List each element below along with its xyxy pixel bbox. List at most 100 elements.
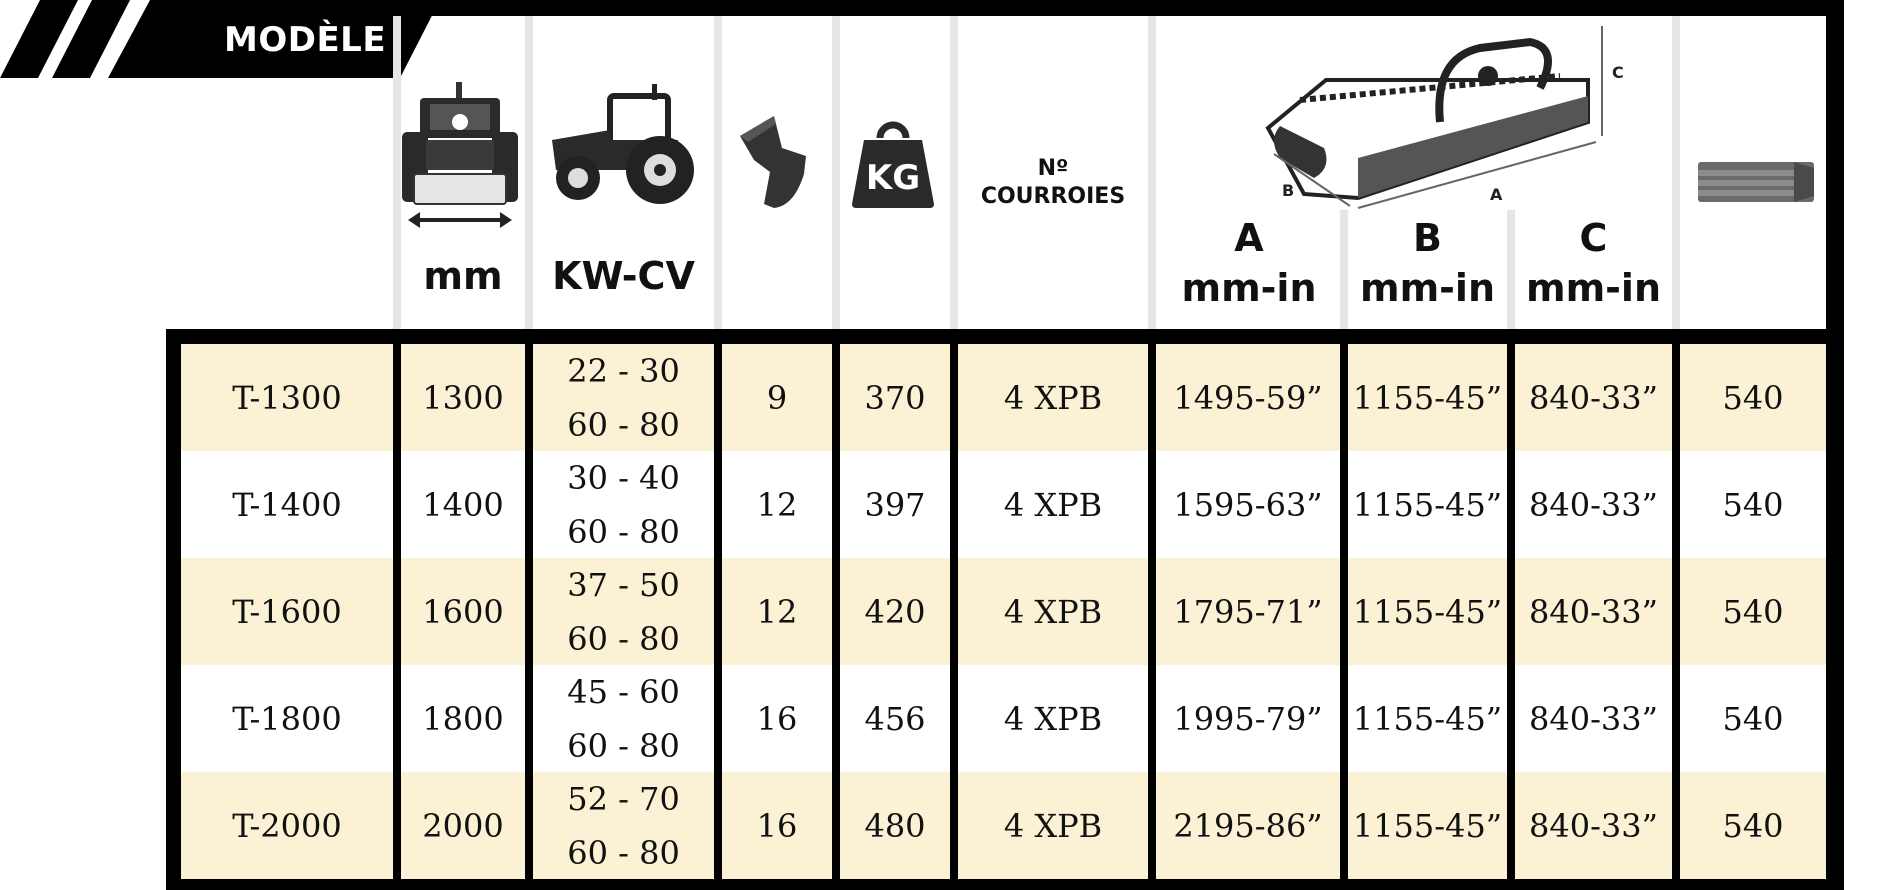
weight-cell-value: 480 (864, 806, 926, 845)
blades-cell-value: 9 (766, 378, 788, 417)
width-cell-value: 2000 (422, 806, 504, 845)
pto-cell-value: 540 (1722, 485, 1784, 524)
mulcher-diagram-icon: C B A (1265, 26, 1624, 209)
belts-cell: 4 XPB (958, 451, 1148, 558)
pto-cell: 540 (1680, 344, 1826, 451)
model-cell: T-1600 (181, 558, 393, 665)
belts-label-line2: COURROIES (980, 184, 1126, 209)
dim-c-letter: C (1579, 216, 1608, 260)
pto-shaft-icon (1698, 162, 1814, 202)
belts-cell-value: 4 XPB (1003, 806, 1103, 845)
header-separator (525, 16, 533, 329)
dim-c-cell: 840-33” (1515, 344, 1672, 451)
belts-cell-value: 4 XPB (1003, 592, 1103, 631)
belts-cell: 4 XPB (958, 772, 1148, 879)
pto-cell: 540 (1680, 772, 1826, 879)
diagram-label-c: C (1612, 63, 1624, 82)
belts-label-line1: Nº (1037, 156, 1069, 181)
width-cell: 1300 (401, 344, 525, 451)
tractor-icon (552, 84, 694, 204)
pto-cell: 540 (1680, 665, 1826, 772)
dim-a-cell: 1995-79” (1156, 665, 1340, 772)
model-cell: T-1800 (181, 665, 393, 772)
belts-cell: 4 XPB (958, 558, 1148, 665)
tractor-front-width-icon (402, 82, 518, 228)
dim-a-letter: A (1234, 216, 1264, 260)
pto-cell-value: 540 (1722, 378, 1784, 417)
model-cell-value: T-1400 (232, 485, 342, 524)
weight-cell-value: 370 (864, 378, 926, 417)
dim-b-cell: 1155-45” (1348, 665, 1507, 772)
dim-c-cell-value: 840-33” (1529, 592, 1658, 631)
belts-cell-value: 4 XPB (1003, 699, 1103, 738)
power-kw-value: 52 - 70 (567, 779, 680, 818)
model-cell: T-1300 (181, 344, 393, 451)
weight-cell-value: 456 (864, 699, 926, 738)
dim-a-cell-value: 1595-63” (1173, 485, 1323, 524)
dim-c-cell-value: 840-33” (1529, 699, 1658, 738)
model-header-label: MODÈLE (224, 20, 387, 60)
dim-a-cell: 1495-59” (1156, 344, 1340, 451)
blades-cell-value: 16 (756, 699, 798, 738)
dim-b-cell-value: 1155-45” (1352, 485, 1503, 524)
dim-b-cell-value: 1155-45” (1352, 806, 1503, 845)
dim-a-cell: 1595-63” (1156, 451, 1340, 558)
dim-c-cell-value: 840-33” (1529, 806, 1658, 845)
flail-blade-icon (740, 116, 806, 208)
dim-a-cell: 2195-86” (1156, 772, 1340, 879)
power-cell: 52 - 70 60 - 80 (533, 772, 714, 879)
weight-cell: 480 (840, 772, 950, 879)
model-cell: T-2000 (181, 772, 393, 879)
dim-c-cell: 840-33” (1515, 772, 1672, 879)
diagram-label-b: B (1282, 181, 1294, 200)
pto-cell: 540 (1680, 451, 1826, 558)
width-cell: 1600 (401, 558, 525, 665)
dim-b-cell: 1155-45” (1348, 451, 1507, 558)
width-cell-value: 1800 (422, 699, 504, 738)
power-cv-value: 60 - 80 (567, 726, 680, 765)
dim-b-cell-value: 1155-45” (1352, 378, 1503, 417)
dim-c-cell: 840-33” (1515, 558, 1672, 665)
power-kw-value: 22 - 30 (567, 351, 680, 390)
header-separator (714, 16, 722, 329)
dim-b-cell: 1155-45” (1348, 772, 1507, 879)
frame-top (400, 0, 1840, 16)
weight-cell: 456 (840, 665, 950, 772)
blades-cell: 16 (722, 665, 832, 772)
weight-cell-value: 420 (864, 592, 926, 631)
blades-cell-value: 12 (756, 592, 798, 631)
belts-cell: 4 XPB (958, 344, 1148, 451)
belts-cell-value: 4 XPB (1003, 378, 1103, 417)
width-cell-value: 1400 (422, 485, 504, 524)
dim-a-cell-value: 1495-59” (1173, 378, 1323, 417)
power-kw-value: 37 - 50 (567, 565, 680, 604)
model-cell-value: T-1600 (232, 592, 342, 631)
diagram-label-a: A (1490, 185, 1503, 204)
dim-c-unit: mm-in (1525, 266, 1662, 310)
power-unit-label: KW-CV (552, 254, 695, 298)
weight-icon-text: KG (865, 158, 921, 198)
power-kw-value: 45 - 60 (567, 672, 680, 711)
header-separator (950, 16, 958, 329)
belts-cell-value: 4 XPB (1003, 485, 1103, 524)
dim-a-cell: 1795-71” (1156, 558, 1340, 665)
blades-cell-value: 12 (756, 485, 798, 524)
blades-cell: 12 (722, 451, 832, 558)
dim-c-cell: 840-33” (1515, 665, 1672, 772)
dim-a-cell-value: 1995-79” (1173, 699, 1323, 738)
model-cell: T-1400 (181, 451, 393, 558)
pto-cell-value: 540 (1722, 592, 1784, 631)
pto-cell: 540 (1680, 558, 1826, 665)
width-cell-value: 1300 (422, 378, 504, 417)
dim-b-letter: B (1413, 216, 1442, 260)
width-unit-label: mm (423, 254, 503, 298)
blades-cell-value: 16 (756, 806, 798, 845)
width-cell-value: 1600 (422, 592, 504, 631)
dim-b-cell: 1155-45” (1348, 344, 1507, 451)
dim-a-cell-value: 1795-71” (1173, 592, 1323, 631)
blades-cell: 12 (722, 558, 832, 665)
header-separator (1340, 210, 1348, 329)
power-cell: 30 - 40 60 - 80 (533, 451, 714, 558)
dim-a-cell-value: 2195-86” (1173, 806, 1323, 845)
spec-table-body: T-1300 1300 22 - 30 60 - 80 9 370 4 XPB 1495-59… (166, 329, 1844, 890)
